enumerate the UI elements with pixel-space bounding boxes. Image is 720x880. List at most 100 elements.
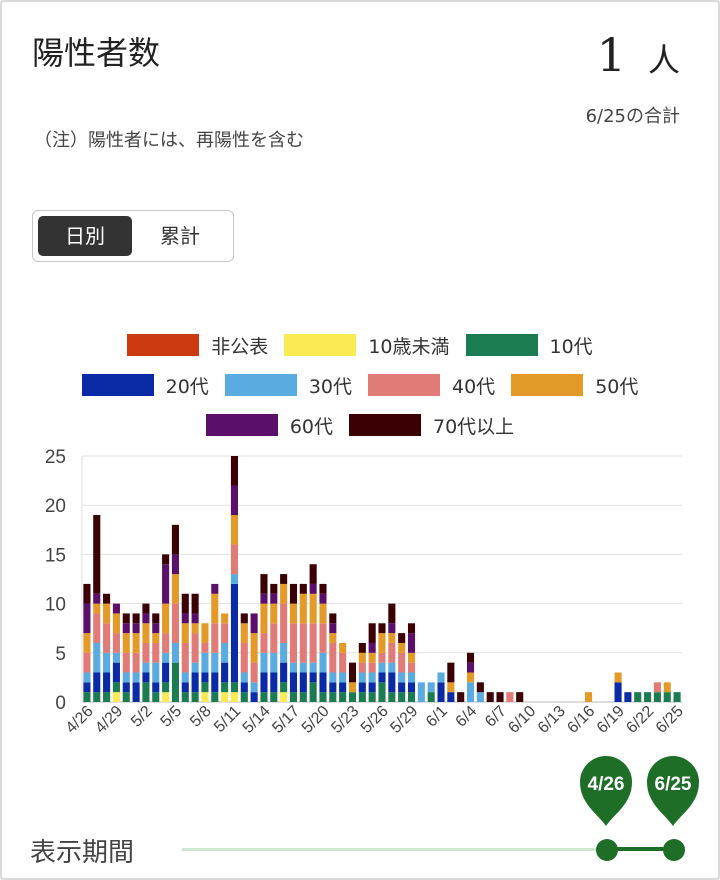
bar-segment[interactable] [132,682,140,702]
bar-segment[interactable] [427,692,435,702]
bar-segment[interactable] [289,662,298,673]
bar-segment[interactable] [270,583,278,594]
bar-segment[interactable] [437,672,445,683]
bar-segment[interactable] [112,692,120,702]
bar-segment[interactable] [230,485,238,516]
bar-segment[interactable] [653,682,661,693]
bar-segment[interactable] [339,652,347,673]
bar-segment[interactable] [112,603,120,614]
bar-segment[interactable] [653,692,661,702]
bar-segment[interactable] [250,682,258,693]
bar-segment[interactable] [181,672,189,683]
bar-segment[interactable] [171,642,179,663]
bar-segment[interactable] [211,692,219,702]
bar-segment[interactable] [83,682,91,693]
bar-segment[interactable] [162,662,170,683]
bar-segment[interactable] [142,662,150,673]
bar-segment[interactable] [112,633,120,653]
bar-segment[interactable] [181,623,189,643]
bar-segment[interactable] [211,652,219,673]
bar-segment[interactable] [358,672,366,683]
bar-segment[interactable] [240,623,248,643]
bar-segment[interactable] [447,692,455,702]
bar-segment[interactable] [280,682,288,693]
bar-segment[interactable] [398,672,406,683]
legend-item[interactable]: 10歳未満 [284,330,450,360]
bar-segment[interactable] [132,652,140,673]
bar-segment[interactable] [270,603,278,624]
bar-segment[interactable] [230,682,238,693]
bar-segment[interactable] [142,623,150,643]
bar-segment[interactable] [221,682,229,693]
bar-segment[interactable] [191,593,199,614]
bar-segment[interactable] [132,623,140,634]
bar-segment[interactable] [83,583,91,604]
bar-segment[interactable] [309,682,317,702]
bar-segment[interactable] [191,692,199,702]
bar-segment[interactable] [476,692,484,702]
bar-segment[interactable] [93,603,101,614]
bar-segment[interactable] [299,593,307,624]
bar-segment[interactable] [358,692,366,702]
bar-segment[interactable] [447,662,455,683]
bar-segment[interactable] [93,642,101,673]
bar-segment[interactable] [93,515,101,594]
bar-segment[interactable] [230,544,238,575]
bar-segment[interactable] [614,672,622,683]
bar-segment[interactable] [142,613,150,624]
bar-segment[interactable] [122,692,130,702]
bar-segment[interactable] [329,672,337,683]
legend-item[interactable]: 40代 [368,370,495,400]
bar-segment[interactable] [191,623,199,634]
legend-item[interactable]: 30代 [224,370,352,400]
bar-segment[interactable] [407,692,416,702]
bar-segment[interactable] [171,603,179,643]
bar-segment[interactable] [407,633,416,653]
bar-segment[interactable] [516,692,524,702]
bar-segment[interactable] [152,642,160,663]
bar-segment[interactable] [122,682,130,693]
bar-segment[interactable] [240,642,248,673]
bar-segment[interactable] [309,662,317,673]
bar-segment[interactable] [162,692,170,702]
bar-segment[interactable] [142,603,150,614]
bar-segment[interactable] [181,642,189,673]
bar-segment[interactable] [122,613,130,624]
bar-segment[interactable] [181,692,189,702]
bar-segment[interactable] [162,564,170,604]
bar-segment[interactable] [289,603,298,624]
bar-segment[interactable] [368,662,376,673]
bar-segment[interactable] [358,642,366,653]
bar-segment[interactable] [319,583,327,594]
bar-segment[interactable] [329,623,337,634]
bar-segment[interactable] [388,603,396,624]
bar-segment[interactable] [152,682,160,693]
bar-segment[interactable] [624,692,632,702]
bar-segment[interactable] [171,662,179,702]
bar-segment[interactable] [447,682,455,693]
bar-segment[interactable] [378,672,386,683]
bar-segment[interactable] [240,672,248,683]
bar-segment[interactable] [289,672,298,693]
bar-segment[interactable] [437,682,445,702]
bar-segment[interactable] [211,583,219,594]
bar-segment[interactable] [240,613,248,624]
bar-segment[interactable] [309,623,317,663]
bar-segment[interactable] [378,623,386,634]
bar-segment[interactable] [112,682,120,693]
bar-segment[interactable] [112,662,120,683]
bar-segment[interactable] [152,662,160,683]
bar-segment[interactable] [299,623,307,663]
bar-segment[interactable] [181,613,189,624]
bar-segment[interactable] [388,672,396,693]
bar-segment[interactable] [83,603,91,634]
bar-segment[interactable] [506,692,514,702]
bar-segment[interactable] [348,682,357,693]
bar-segment[interactable] [142,682,150,702]
bar-segment[interactable] [201,623,209,643]
bar-segment[interactable] [339,692,347,702]
bar-segment[interactable] [142,642,150,663]
bar-segment[interactable] [309,593,317,624]
bar-segment[interactable] [319,593,327,604]
bar-segment[interactable] [329,692,337,702]
